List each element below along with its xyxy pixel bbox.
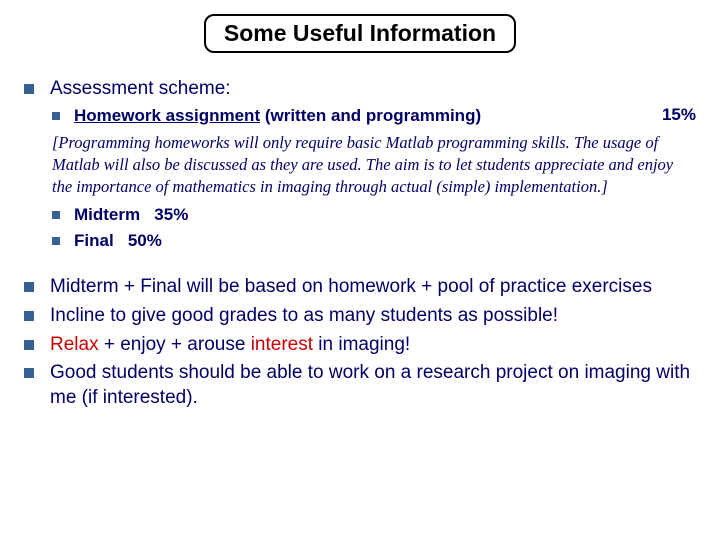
square-bullet-icon <box>24 340 34 350</box>
final-label: Final <box>74 231 114 250</box>
assessment-item-label: Homework assignment (written and program… <box>74 105 638 128</box>
square-bullet-icon <box>52 211 60 219</box>
midterm-label: Midterm <box>74 205 140 224</box>
square-bullet-icon <box>52 237 60 245</box>
final-percent: 50% <box>128 231 162 250</box>
bullet-text: Incline to give good grades to as many s… <box>50 304 558 329</box>
bullet-research-project: Good students should be able to work on … <box>24 361 696 410</box>
square-bullet-icon <box>52 112 60 120</box>
bullet-text: Midterm + Final will be based on homewor… <box>50 275 652 300</box>
slide-body: Assessment scheme: Homework assignment (… <box>0 77 720 411</box>
programming-note: [Programming homeworks will only require… <box>52 132 696 199</box>
assessment-item-homework: Homework assignment (written and program… <box>52 105 696 128</box>
post-text: in imaging! <box>313 334 410 355</box>
bullet-good-grades: Incline to give good grades to as many s… <box>24 304 696 329</box>
assessment-block: Assessment scheme: Homework assignment (… <box>24 77 696 253</box>
homework-rest: (written and programming) <box>260 106 481 125</box>
bullet-text: Good students should be able to work on … <box>50 361 696 410</box>
square-bullet-icon <box>24 311 34 321</box>
mid-text: + enjoy + arouse <box>99 334 251 355</box>
slide-title: Some Useful Information <box>204 14 516 53</box>
assessment-heading-row: Assessment scheme: <box>24 77 696 102</box>
title-container: Some Useful Information <box>0 0 720 71</box>
assessment-item-percent: 15% <box>662 105 696 125</box>
bullet-midterm-final: Midterm + Final will be based on homewor… <box>24 275 696 300</box>
assessment-item-midterm: Midterm 35% <box>52 204 696 227</box>
relax-red: Relax <box>50 334 99 355</box>
assessment-item-label: Final 50% <box>74 230 696 253</box>
assessment-item-final: Final 50% <box>52 230 696 253</box>
square-bullet-icon <box>24 84 34 94</box>
square-bullet-icon <box>24 282 34 292</box>
assessment-item-label: Midterm 35% <box>74 204 696 227</box>
bullet-relax-enjoy: Relax + enjoy + arouse interest in imagi… <box>24 333 696 358</box>
interest-red: interest <box>251 334 313 355</box>
midterm-percent: 35% <box>154 205 188 224</box>
homework-underlined: Homework assignment <box>74 106 260 125</box>
bullet-text: Relax + enjoy + arouse interest in imagi… <box>50 333 410 358</box>
assessment-heading: Assessment scheme: <box>50 77 231 102</box>
square-bullet-icon <box>24 368 34 378</box>
